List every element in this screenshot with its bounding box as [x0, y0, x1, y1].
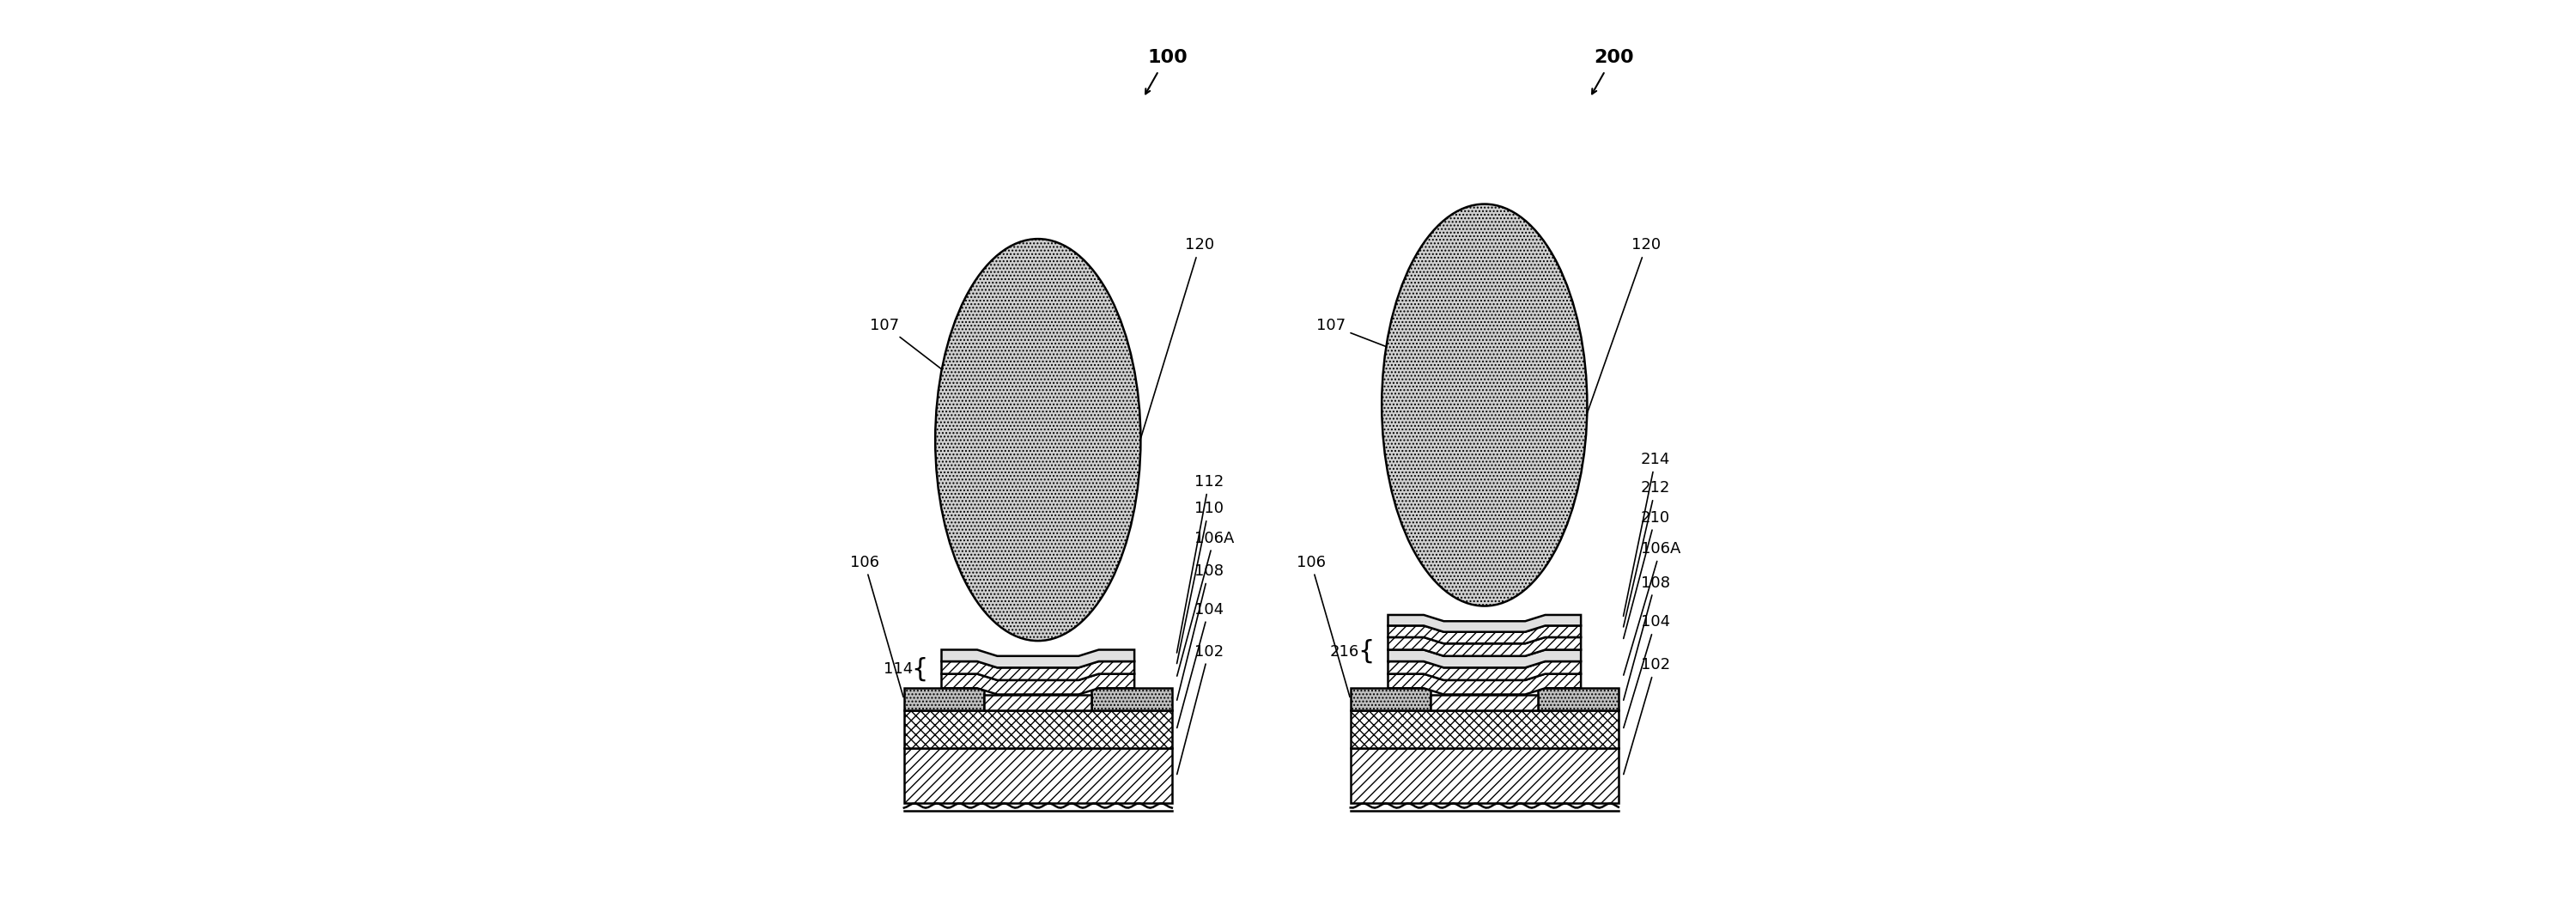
Polygon shape — [940, 674, 1133, 695]
Text: 112: 112 — [1177, 474, 1224, 652]
Text: {: { — [912, 656, 927, 681]
Ellipse shape — [935, 239, 1141, 641]
Polygon shape — [1350, 748, 1618, 803]
Text: 106A: 106A — [1177, 530, 1234, 676]
Polygon shape — [1430, 695, 1538, 710]
Text: 120: 120 — [1118, 237, 1216, 509]
Text: 107: 107 — [871, 318, 974, 393]
Text: 106: 106 — [1296, 554, 1350, 697]
Polygon shape — [904, 748, 1172, 803]
Text: 108: 108 — [1623, 575, 1669, 700]
Text: 200: 200 — [1595, 49, 1633, 66]
Text: 212: 212 — [1623, 481, 1669, 627]
Polygon shape — [1388, 650, 1582, 667]
Text: 100: 100 — [1146, 49, 1188, 66]
Polygon shape — [984, 695, 1092, 710]
Text: 110: 110 — [1177, 501, 1224, 664]
Polygon shape — [1388, 626, 1582, 643]
Polygon shape — [1388, 662, 1582, 680]
Polygon shape — [1388, 615, 1582, 632]
Polygon shape — [1388, 637, 1582, 656]
Text: 104: 104 — [1177, 602, 1224, 728]
Polygon shape — [940, 650, 1133, 667]
Polygon shape — [1350, 710, 1618, 748]
Text: 114: 114 — [884, 662, 912, 676]
Text: 107: 107 — [1316, 318, 1419, 359]
Ellipse shape — [1381, 204, 1587, 606]
Text: 216: 216 — [1329, 644, 1360, 659]
Text: 210: 210 — [1623, 510, 1669, 639]
Text: {: { — [1358, 639, 1376, 664]
Polygon shape — [940, 662, 1133, 680]
Polygon shape — [1092, 688, 1172, 710]
Text: 120: 120 — [1566, 237, 1662, 474]
Text: 104: 104 — [1623, 614, 1669, 728]
Text: 102: 102 — [1177, 644, 1224, 775]
Text: 102: 102 — [1623, 657, 1669, 775]
Polygon shape — [904, 710, 1172, 748]
Text: 106A: 106A — [1623, 541, 1680, 675]
Text: 106: 106 — [850, 554, 904, 697]
Text: 214: 214 — [1623, 452, 1669, 616]
Polygon shape — [904, 688, 984, 710]
Polygon shape — [1388, 674, 1582, 695]
Polygon shape — [1350, 688, 1430, 710]
Polygon shape — [1538, 688, 1618, 710]
Text: 108: 108 — [1177, 563, 1224, 700]
